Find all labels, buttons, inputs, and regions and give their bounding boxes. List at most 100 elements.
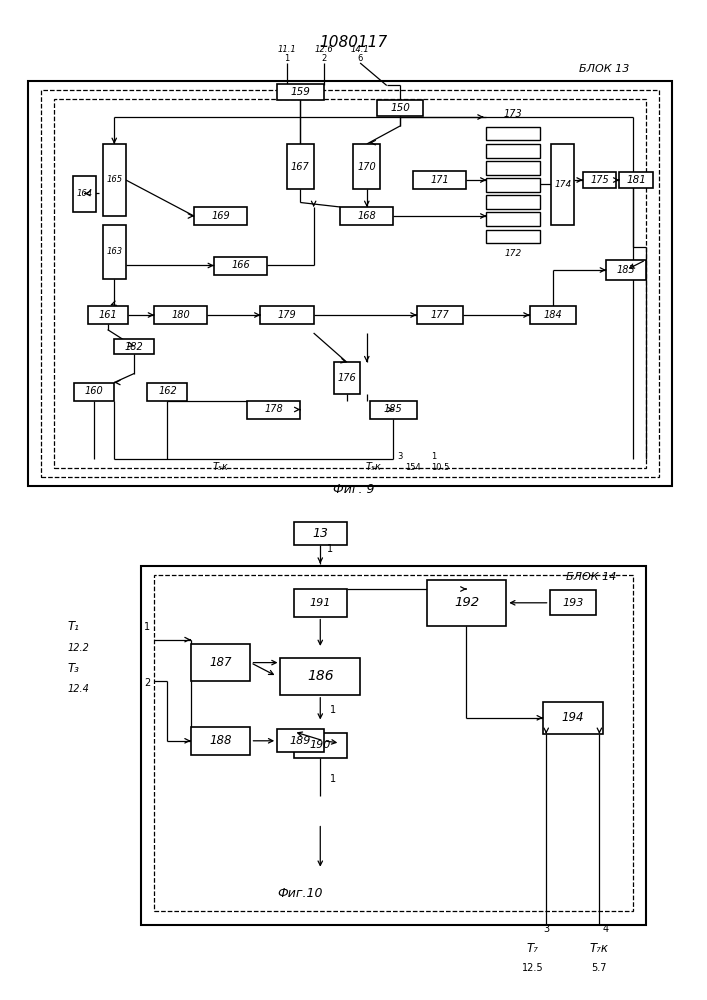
Text: Фиг.10: Фиг.10 (278, 887, 323, 900)
Bar (74, 382, 115, 400)
Text: 192: 192 (454, 596, 479, 609)
Text: 5.7: 5.7 (592, 963, 607, 973)
Text: 170: 170 (358, 161, 376, 172)
Text: 171: 171 (431, 175, 449, 185)
Bar (486, 178, 539, 192)
Text: 189: 189 (290, 736, 311, 746)
Text: 164: 164 (76, 189, 93, 198)
Bar (370, 400, 416, 418)
Text: 150: 150 (390, 103, 410, 113)
Text: БЛОК 13: БЛОК 13 (580, 64, 630, 74)
Text: 1: 1 (327, 544, 333, 554)
Text: 1: 1 (144, 622, 151, 632)
Text: 182: 182 (125, 342, 144, 352)
Bar (293, 733, 347, 758)
Text: 193: 193 (562, 598, 583, 608)
Text: 180: 180 (171, 310, 190, 320)
Text: 3: 3 (397, 452, 403, 461)
Text: T₇к: T₇к (590, 942, 609, 955)
Bar (148, 382, 187, 400)
Text: 179: 179 (278, 310, 296, 320)
Bar (426, 580, 506, 626)
Text: 160: 160 (85, 386, 104, 396)
Text: 183: 183 (617, 265, 636, 275)
Bar (486, 230, 539, 243)
Text: 1: 1 (284, 54, 290, 63)
Text: T₃: T₃ (68, 662, 80, 675)
Text: 172: 172 (504, 249, 522, 258)
Text: 154: 154 (405, 463, 421, 472)
Bar (414, 171, 467, 189)
Bar (486, 212, 539, 226)
Text: 165: 165 (106, 176, 122, 184)
Bar (103, 144, 126, 216)
Text: 169: 169 (211, 211, 230, 221)
Text: 11.1: 11.1 (278, 45, 296, 54)
Bar (606, 260, 646, 280)
Text: 178: 178 (264, 404, 283, 414)
Text: 12.4: 12.4 (68, 684, 90, 694)
Bar (486, 161, 539, 175)
Text: 186: 186 (307, 669, 334, 683)
Text: 2: 2 (321, 54, 326, 63)
Bar (41, 90, 659, 477)
Text: 177: 177 (431, 310, 449, 320)
Bar (154, 575, 633, 911)
Text: 162: 162 (158, 386, 177, 396)
Text: 176: 176 (337, 373, 356, 383)
Bar (277, 729, 324, 752)
Text: T₇: T₇ (527, 942, 539, 955)
Text: 1: 1 (330, 705, 337, 715)
Text: 4: 4 (603, 924, 609, 934)
Bar (549, 590, 596, 615)
Bar (486, 144, 539, 157)
Text: 190: 190 (310, 740, 331, 750)
Bar (214, 256, 267, 274)
Text: 1: 1 (330, 774, 337, 784)
Text: 3: 3 (543, 924, 549, 934)
Bar (543, 702, 602, 734)
Text: 194: 194 (561, 711, 584, 724)
Bar (486, 195, 539, 209)
Text: 188: 188 (209, 734, 232, 747)
Bar (115, 339, 154, 354)
Text: 181: 181 (626, 175, 646, 185)
Text: T₁: T₁ (68, 620, 80, 633)
Text: T₅к: T₅к (213, 462, 228, 472)
Bar (619, 172, 653, 188)
Text: 163: 163 (106, 247, 122, 256)
Bar (141, 566, 646, 925)
Text: 166: 166 (231, 260, 250, 270)
Text: 10.5: 10.5 (431, 463, 449, 472)
Text: 12.6: 12.6 (314, 45, 333, 54)
Bar (334, 362, 360, 394)
Text: 175: 175 (590, 175, 609, 185)
Text: 1080117: 1080117 (320, 35, 387, 50)
Text: 174: 174 (554, 180, 571, 189)
Bar (191, 727, 250, 755)
Text: 2: 2 (144, 678, 151, 688)
Bar (293, 589, 347, 617)
Bar (73, 176, 96, 212)
Bar (103, 225, 126, 279)
Text: БЛОК 14: БЛОК 14 (566, 572, 617, 582)
Bar (293, 522, 347, 545)
Text: 1: 1 (431, 452, 436, 461)
Bar (154, 306, 207, 324)
Text: 173: 173 (503, 109, 522, 119)
Bar (340, 207, 393, 225)
Bar (247, 400, 300, 418)
Bar (88, 306, 127, 324)
Bar (194, 207, 247, 225)
Bar (54, 99, 646, 468)
Bar (287, 144, 314, 189)
Bar (281, 658, 360, 695)
Bar (551, 144, 575, 225)
Bar (260, 306, 314, 324)
Text: 187: 187 (209, 656, 232, 669)
Bar (530, 306, 576, 324)
Text: 6: 6 (358, 54, 363, 63)
Bar (583, 172, 616, 188)
Text: 167: 167 (291, 161, 310, 172)
Text: 14.1: 14.1 (351, 45, 370, 54)
